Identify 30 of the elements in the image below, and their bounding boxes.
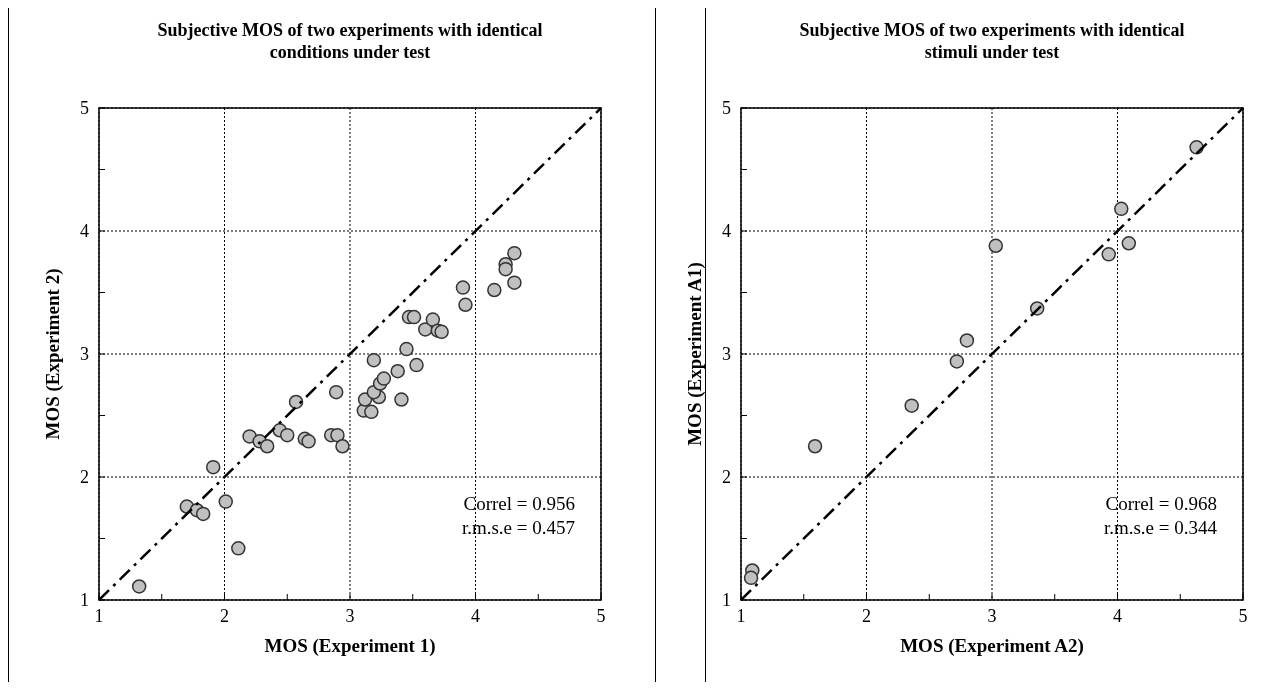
x-tick-label: 1 — [736, 606, 746, 626]
x-tick-label: 2 — [862, 606, 871, 626]
x-tick-label: 4 — [1113, 606, 1122, 626]
x-tick-label: 5 — [596, 606, 606, 626]
y-axis-title: MOS (Experiment A1) — [684, 262, 706, 446]
y-tick-label: 3 — [722, 344, 731, 364]
y-tick-label: 2 — [722, 467, 731, 487]
chart-title: Subjective MOS of two experiments with identical stimuli under test — [799, 20, 1185, 62]
y-tick-label: 1 — [80, 590, 89, 610]
y-tick-label: 4 — [80, 221, 89, 241]
chart-title: Subjective MOS of two experiments with identical conditions under test — [157, 20, 543, 62]
x-axis-title: MOS (Experiment A2) — [900, 635, 1084, 657]
y-tick-label: 1 — [722, 590, 731, 610]
x-tick-label: 4 — [471, 606, 480, 626]
y-tick-label: 5 — [80, 98, 89, 118]
x-tick-label: 1 — [94, 606, 104, 626]
x-tick-label: 3 — [987, 606, 997, 626]
x-tick-label: 2 — [220, 606, 229, 626]
y-tick-label: 3 — [80, 344, 89, 364]
x-tick-label: 3 — [345, 606, 355, 626]
x-tick-label: 5 — [1238, 606, 1248, 626]
y-tick-label: 4 — [722, 221, 731, 241]
annotation: Correl = 0.956 — [463, 493, 575, 514]
annotation: Correl = 0.968 — [1105, 493, 1217, 514]
y-tick-label: 5 — [722, 98, 731, 118]
x-axis-title: MOS (Experiment 1) — [264, 635, 436, 657]
y-tick-label: 2 — [80, 467, 89, 487]
annotation: r.m.s.e = 0.344 — [1103, 517, 1218, 538]
y-axis-title: MOS (Experiment 2) — [42, 268, 64, 440]
annotation: r.m.s.e = 0.457 — [461, 517, 575, 538]
